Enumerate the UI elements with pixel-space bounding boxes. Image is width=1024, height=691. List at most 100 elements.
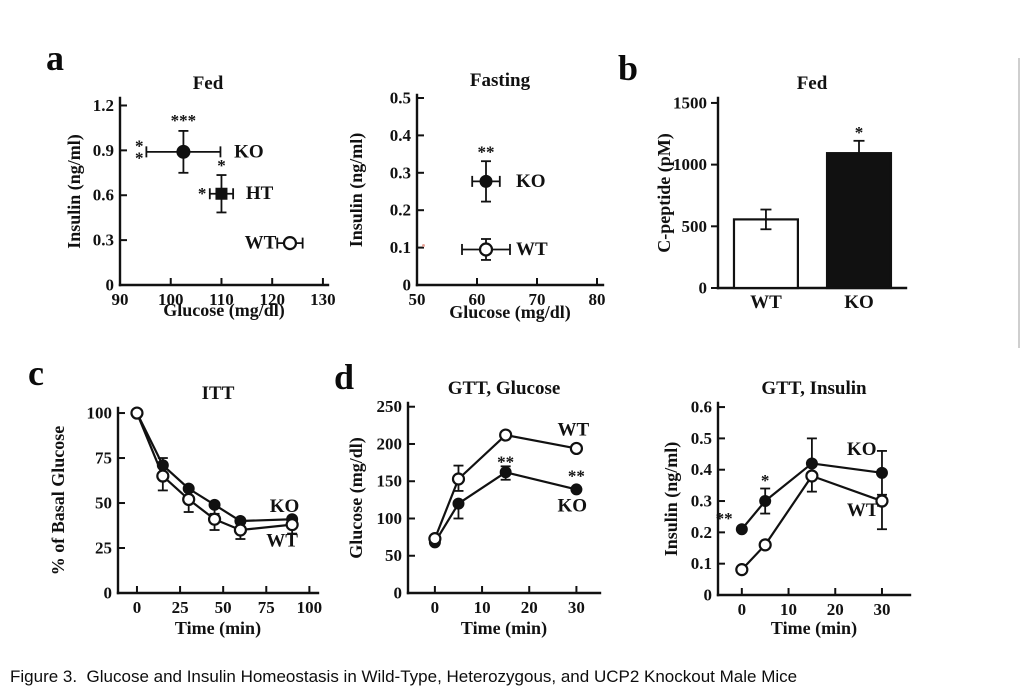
svg-text:**: ** [497, 452, 514, 471]
svg-text:10: 10 [474, 598, 491, 617]
svg-text:WT: WT [847, 500, 879, 521]
series-WT [461, 238, 511, 261]
svg-text:Fasting: Fasting [470, 72, 531, 91]
svg-text:10: 10 [780, 600, 797, 619]
svg-text:Time (min): Time (min) [461, 618, 547, 639]
svg-text:*: * [855, 123, 864, 142]
scan-speck-artifact [422, 244, 425, 247]
svg-text:**: ** [716, 509, 733, 528]
panel-letter-c: c [28, 353, 44, 393]
svg-text:WT: WT [750, 292, 782, 313]
svg-text:WT: WT [516, 239, 548, 260]
svg-text:ITT: ITT [202, 383, 235, 404]
svg-text:0.1: 0.1 [390, 238, 411, 257]
svg-text:0.5: 0.5 [691, 429, 712, 448]
svg-text:50: 50 [409, 290, 426, 309]
bar-KO [825, 139, 893, 290]
gtt-insulin-line-plot: 0 0.1 0.2 0.3 0.4 0.5 0.6 0 10 20 30 GTT, Insulin Ti… [661, 378, 912, 639]
svg-text:0: 0 [738, 600, 747, 619]
svg-text:1500: 1500 [673, 93, 707, 112]
svg-text:0.6: 0.6 [93, 186, 114, 205]
svg-text:*: * [135, 148, 144, 167]
svg-text:0: 0 [704, 586, 713, 605]
svg-text:100: 100 [158, 290, 184, 309]
svg-text:150: 150 [377, 472, 403, 491]
svg-text:50: 50 [95, 494, 112, 513]
svg-text:0: 0 [394, 584, 403, 603]
svg-text:1.2: 1.2 [93, 96, 114, 115]
svg-text:Glucose (mg/dl): Glucose (mg/dl) [346, 437, 367, 559]
svg-text:80: 80 [589, 290, 606, 309]
series-KO [735, 437, 888, 536]
svg-text:0: 0 [403, 276, 412, 295]
axes [116, 406, 320, 595]
svg-text:60: 60 [469, 290, 486, 309]
svg-text:KO: KO [844, 292, 874, 313]
scan-edge-artifact [1018, 58, 1020, 348]
svg-text:0.9: 0.9 [93, 141, 114, 160]
svg-text:0: 0 [106, 276, 115, 295]
svg-text:% of Basal Glucose: % of Basal Glucose [48, 426, 68, 576]
svg-text:0.3: 0.3 [691, 492, 712, 511]
itt-line-plot: 0 25 50 75 100 0 25 50 75 100 ITT Time (min) % of Ba… [48, 383, 322, 639]
svg-text:25: 25 [172, 598, 189, 617]
svg-text:Time (min): Time (min) [175, 618, 261, 639]
bar-WT [732, 208, 800, 290]
svg-text:*: * [761, 471, 770, 490]
svg-text:0.2: 0.2 [390, 201, 411, 220]
svg-text:KO: KO [234, 141, 264, 162]
svg-text:110: 110 [209, 290, 234, 309]
series-WT [735, 469, 889, 577]
figure-caption: Figure 3. Glucose and Insulin Homeostasi… [10, 667, 798, 686]
svg-text:500: 500 [682, 217, 708, 236]
series-WT [130, 406, 299, 540]
svg-text:100: 100 [87, 404, 113, 423]
svg-text:*: * [217, 156, 226, 175]
svg-text:**: ** [478, 142, 495, 161]
chart-gtt-insulin-line: 0 0.1 0.2 0.3 0.4 0.5 0.6 0 10 20 30 GTT, Insulin Ti… [650, 372, 990, 640]
svg-text:0.6: 0.6 [691, 398, 712, 417]
svg-text:0.3: 0.3 [93, 231, 114, 250]
svg-text:0: 0 [133, 598, 142, 617]
annotations: ** KO WT [478, 142, 549, 260]
svg-text:*: * [198, 184, 207, 203]
svg-text:GTT, Insulin: GTT, Insulin [761, 378, 867, 399]
chart-gtt-glucose-line: 0 50 100 150 200 250 0 10 20 30 GTT, Glucose Time (… [340, 372, 658, 640]
svg-text:0.5: 0.5 [390, 88, 411, 107]
axes [118, 96, 330, 287]
svg-text:0.1: 0.1 [691, 554, 712, 573]
svg-text:130: 130 [310, 290, 336, 309]
svg-text:Fed: Fed [193, 73, 224, 94]
svg-text:WT: WT [266, 530, 298, 551]
svg-text:KO: KO [847, 439, 877, 460]
svg-text:30: 30 [568, 598, 585, 617]
svg-text:***: *** [171, 111, 197, 130]
chart-fed-cpeptide-bar: 0 500 1000 1500 WT KO Fed C-peptide (pM) * [640, 72, 960, 324]
svg-text:250: 250 [377, 397, 403, 416]
chart-fasting-insulin-scatter: 0 0.1 0.2 0.3 0.4 0.5 50 60 70 80 Fasting Glucose (… [350, 72, 670, 324]
svg-text:75: 75 [95, 449, 112, 468]
svg-text:0.2: 0.2 [691, 523, 712, 542]
svg-text:20: 20 [827, 600, 844, 619]
fed-cpeptide-bar-plot: 0 500 1000 1500 WT KO Fed C-peptide (pM) * [654, 73, 908, 313]
fasting-insulin-scatter-plot: 0 0.1 0.2 0.3 0.4 0.5 50 60 70 80 Fasting Glucose (… [350, 72, 606, 323]
svg-text:25: 25 [95, 539, 112, 558]
svg-text:0: 0 [699, 279, 708, 298]
svg-text:C-peptide (pM): C-peptide (pM) [654, 133, 675, 253]
svg-text:**: ** [568, 467, 585, 486]
svg-text:30: 30 [873, 600, 890, 619]
svg-text:0.3: 0.3 [390, 163, 411, 182]
svg-text:*: * [135, 136, 144, 155]
annotations: * [855, 123, 864, 142]
svg-text:WT: WT [245, 233, 277, 254]
panel-letter-b: b [618, 48, 639, 88]
svg-text:0.4: 0.4 [691, 460, 713, 479]
axes [406, 401, 602, 595]
svg-text:1000: 1000 [673, 155, 707, 174]
svg-text:Glucose (mg/dl): Glucose (mg/dl) [449, 302, 571, 323]
svg-text:120: 120 [259, 290, 285, 309]
series-KO [145, 130, 222, 174]
svg-text:HT: HT [246, 183, 274, 204]
svg-text:Glucose (mg/dl): Glucose (mg/dl) [163, 300, 285, 321]
